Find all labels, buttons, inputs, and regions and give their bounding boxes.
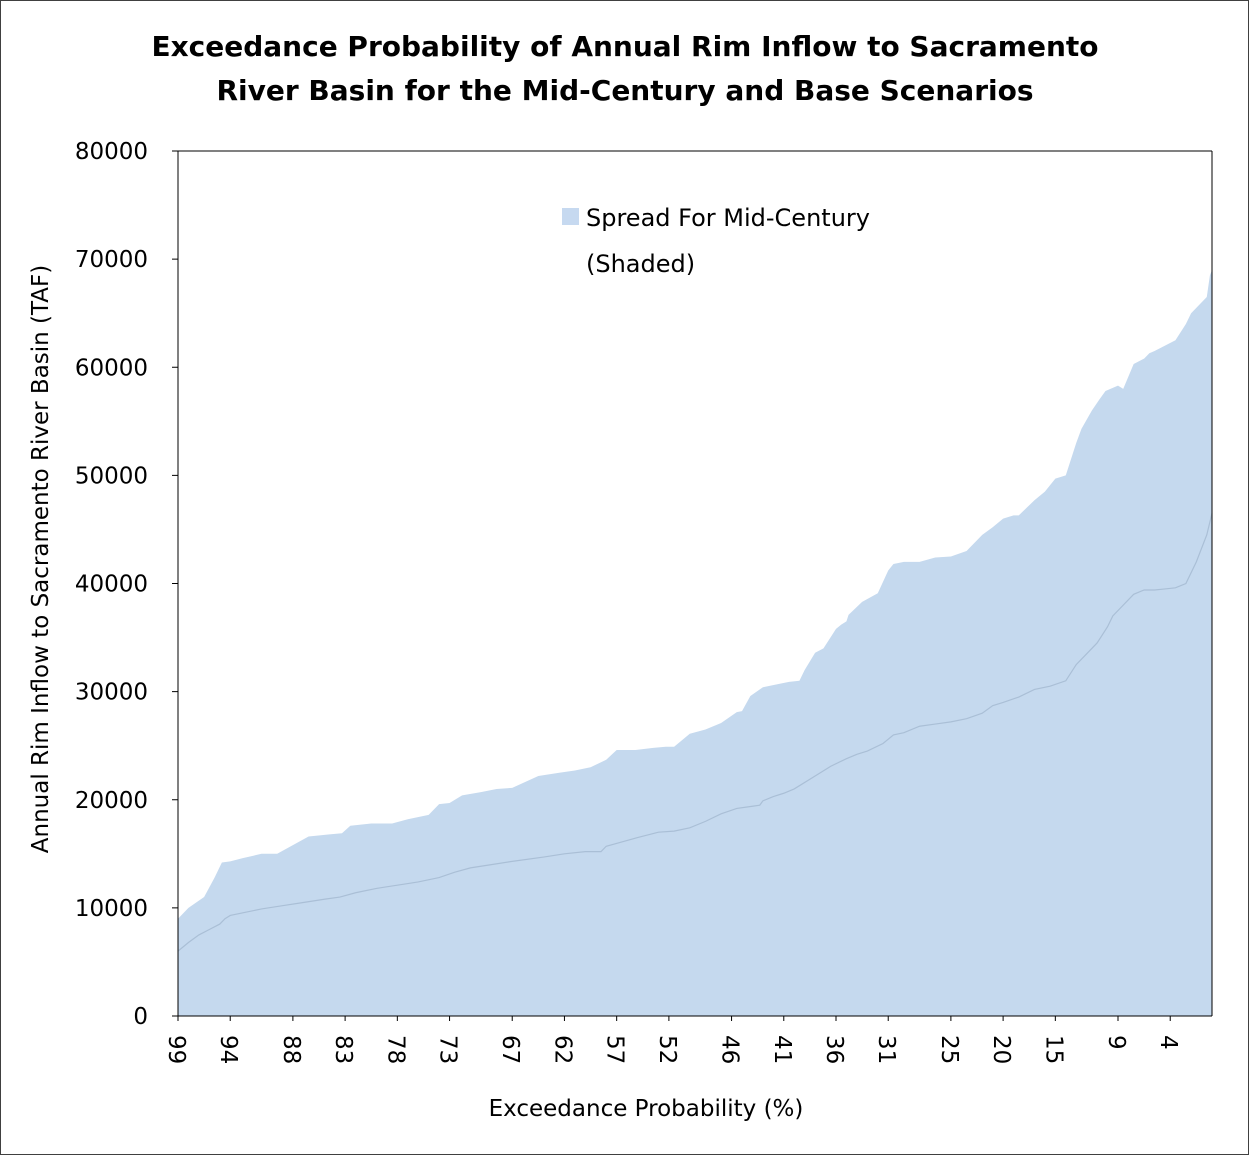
x-tick-label: 46 — [717, 1035, 743, 1064]
x-tick-label: 52 — [654, 1035, 680, 1064]
chart-title-line: River Basin for the Mid-Century and Base… — [216, 74, 1033, 107]
chart-title: Exceedance Probability of Annual Rim Inf… — [151, 30, 1098, 107]
x-tick-label: 36 — [821, 1035, 847, 1064]
y-tick-label: 40000 — [75, 572, 148, 598]
x-tick-label: 88 — [278, 1035, 304, 1064]
y-tick-label: 80000 — [75, 139, 148, 165]
lower-bound-edge — [177, 513, 1213, 952]
x-tick-label: 73 — [435, 1035, 461, 1064]
legend-backdrop — [179, 152, 1210, 270]
x-tick-label: 99 — [163, 1035, 189, 1064]
y-tick-label: 30000 — [75, 680, 148, 706]
y-tick-label: 20000 — [75, 788, 148, 814]
x-tick-label: 20 — [988, 1035, 1014, 1064]
y-axis-ticks: 0 10000 20000 30000 40000 50000 60000 70000 8000… — [75, 139, 178, 1030]
legend-label: (Shaded) — [586, 250, 695, 278]
legend-label: Spread For Mid-Century — [586, 204, 870, 232]
x-tick-label: 62 — [549, 1035, 575, 1064]
x-axis-label: Exceedance Probability (%) — [489, 1096, 804, 1122]
y-tick-label: 10000 — [75, 896, 148, 922]
legend: Spread For Mid-Century (Shaded) — [179, 152, 1210, 301]
x-tick-label: 83 — [330, 1035, 356, 1064]
y-tick-label: 60000 — [75, 355, 148, 381]
lower-bound-area — [178, 513, 1212, 1016]
x-axis-ticks: 99 94 88 83 78 73 67 62 57 52 46 41 36 31 25 20 15 9 4 — [163, 1016, 1181, 1064]
x-tick-label: 78 — [382, 1035, 408, 1064]
x-tick-label: 57 — [602, 1035, 628, 1064]
x-tick-label: 15 — [1040, 1035, 1066, 1064]
y-tick-label: 70000 — [75, 247, 148, 273]
legend-clip-spacer — [581, 271, 721, 301]
y-axis-label: Annual Rim Inflow to Sacramento River Ba… — [28, 265, 54, 853]
y-tick-label: 50000 — [75, 463, 148, 489]
plot-area — [177, 150, 1213, 1017]
chart-title-line: Exceedance Probability of Annual Rim Inf… — [151, 30, 1098, 63]
legend-swatch — [562, 208, 579, 225]
x-tick-label: 94 — [215, 1035, 241, 1064]
x-tick-label: 41 — [769, 1035, 795, 1064]
x-tick-label: 9 — [1103, 1035, 1129, 1050]
x-tick-label: 25 — [936, 1035, 962, 1064]
y-tick-label: 0 — [133, 1004, 148, 1030]
x-tick-label: 4 — [1155, 1035, 1181, 1050]
x-tick-label: 67 — [497, 1035, 523, 1064]
x-tick-label: 31 — [873, 1035, 899, 1064]
